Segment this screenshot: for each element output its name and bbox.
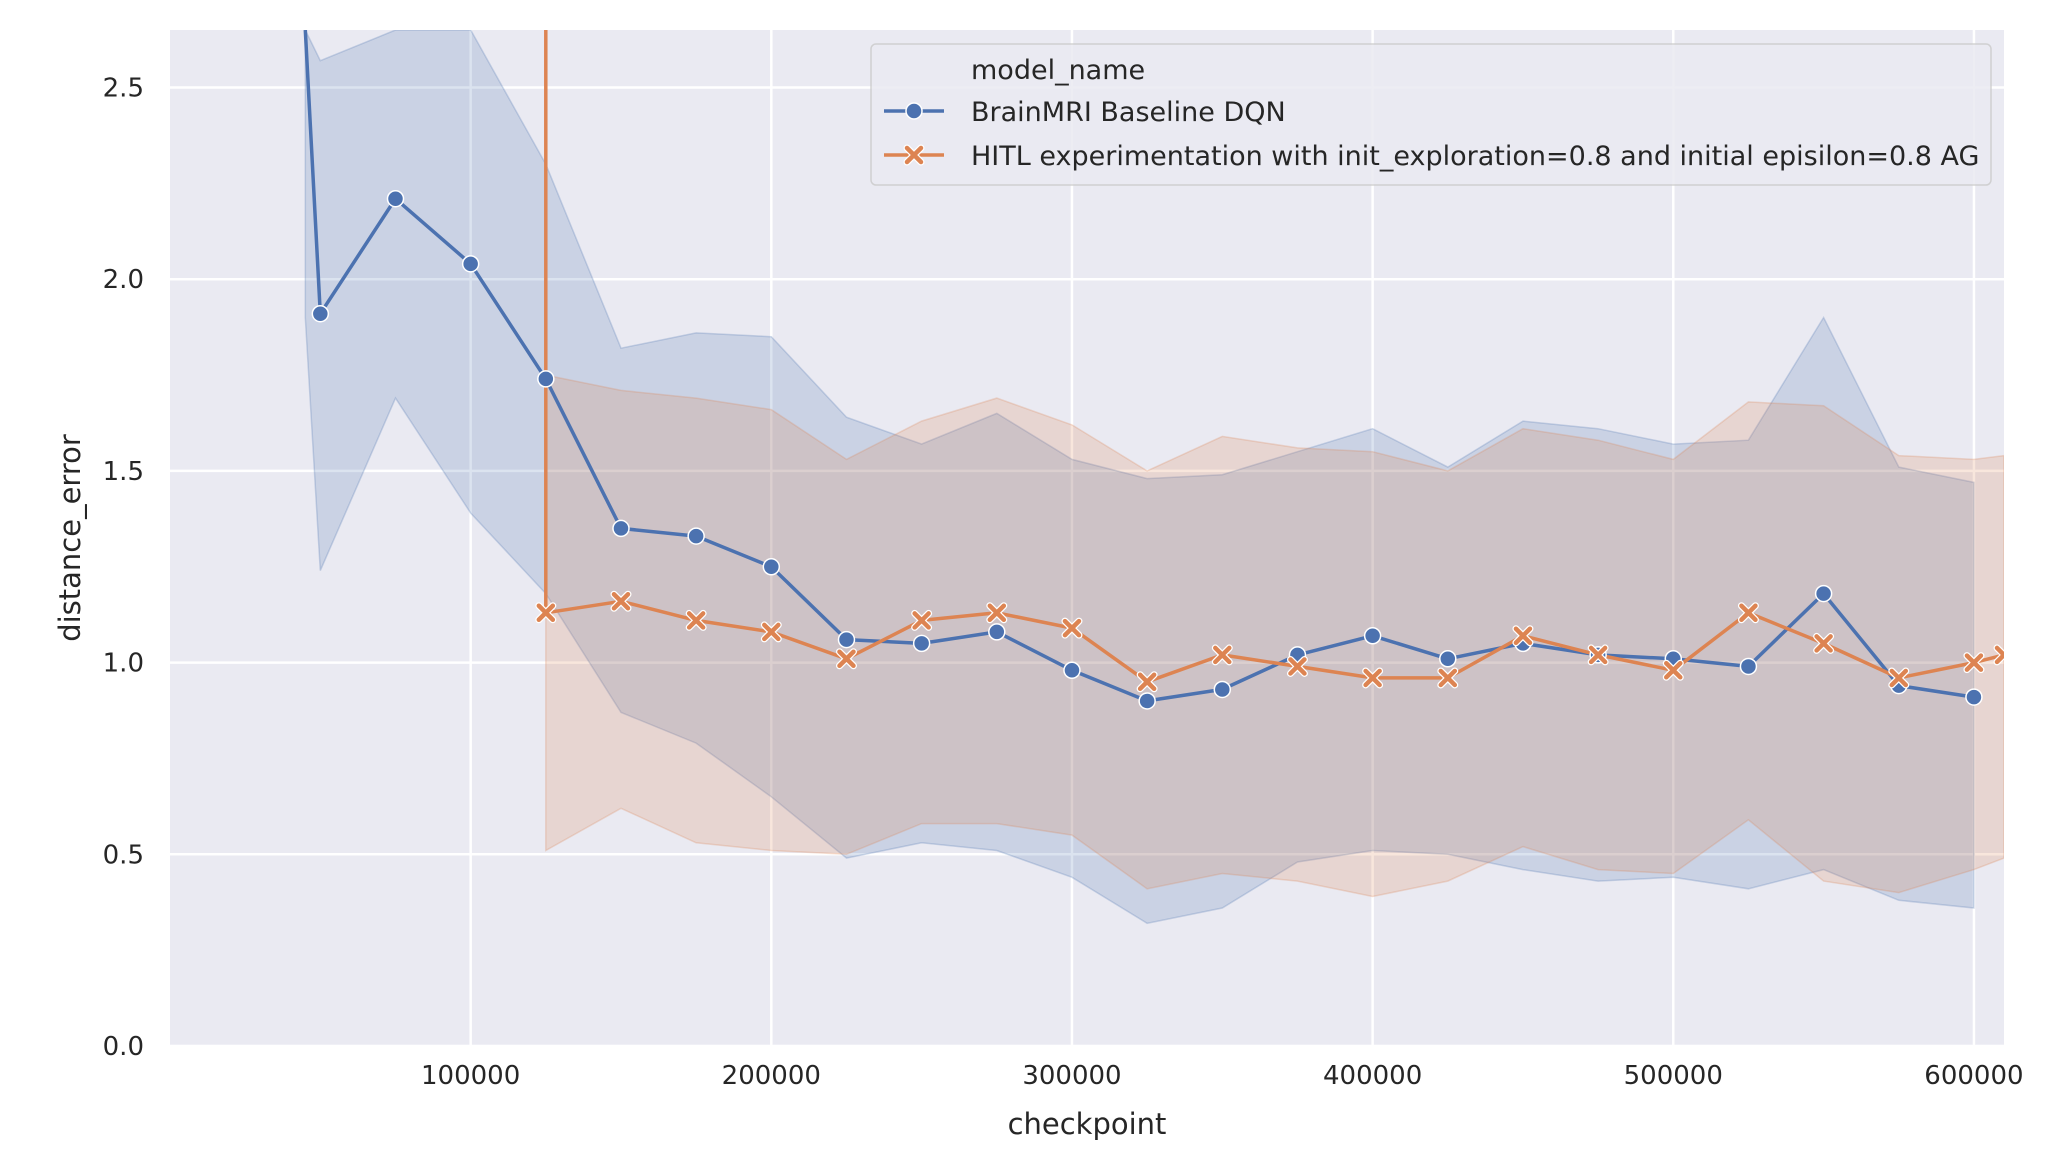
marker-x (1213, 645, 1232, 665)
x-tick-label: 600000 (1924, 1061, 2023, 1091)
data-point-baseline (1814, 584, 1833, 603)
marker-x (611, 592, 631, 611)
data-point-baseline (1138, 692, 1156, 710)
legend-label-baseline: BrainMRI Baseline DQN (971, 97, 1286, 128)
data-point-hitl (835, 648, 857, 670)
marker-x (1664, 661, 1683, 680)
y-tick-label: 0.0 (103, 1032, 144, 1062)
data-point-hitl (1512, 625, 1534, 647)
legend-label-hitl: HITL experimentation with init_explorati… (971, 141, 1979, 172)
data-point-hitl (1993, 644, 2004, 666)
data-point-hitl (760, 621, 782, 643)
plot-area (170, 30, 2004, 1046)
y-tick-label: 1.0 (103, 649, 144, 679)
data-point-baseline (311, 304, 330, 323)
data-point-hitl (535, 602, 557, 624)
data-point-hitl (1286, 655, 1308, 677)
marker-x (1513, 626, 1533, 646)
series-markers (311, 189, 2004, 710)
marker-x (1739, 603, 1758, 623)
marker-x (1814, 634, 1833, 653)
data-point-hitl (1362, 667, 1384, 689)
marker-x (1588, 645, 1608, 665)
marker-x (1363, 668, 1382, 688)
data-point-baseline (1439, 650, 1457, 668)
data-point-baseline (1363, 627, 1382, 645)
data-point-baseline (762, 558, 781, 576)
data-point-hitl (1737, 602, 1759, 624)
data-point-baseline (687, 527, 705, 545)
data-point-hitl (1587, 644, 1609, 666)
data-point-hitl (1662, 659, 1684, 681)
data-point-hitl (1963, 652, 1985, 674)
y-axis-title: distance_error (53, 434, 87, 642)
legend-box (870, 43, 1992, 186)
data-point-baseline (837, 630, 856, 649)
marker-x (1288, 657, 1307, 676)
confidence-bands (304, 30, 2004, 925)
marker-x (987, 603, 1007, 623)
marker-x (686, 611, 706, 630)
grid (170, 30, 2004, 1048)
data-point-hitl (986, 602, 1008, 624)
legend-title: model_name (971, 55, 1145, 86)
data-point-hitl (911, 609, 933, 631)
data-point-hitl (1813, 632, 1835, 654)
y-tick-label: 1.5 (103, 457, 144, 487)
x-axis-title: checkpoint (1008, 1107, 1167, 1141)
ci-band-hitl (545, 30, 2004, 898)
marker-x (1137, 672, 1157, 692)
data-point-hitl (1136, 671, 1158, 693)
marker-x (1438, 668, 1458, 688)
ci-band-baseline (304, 30, 1975, 925)
y-tick-label: 0.5 (103, 840, 144, 870)
series-lines (303, 30, 2004, 703)
data-point-baseline (461, 255, 480, 273)
data-point-baseline (386, 189, 405, 208)
x-tick-label: 400000 (1323, 1061, 1422, 1091)
legend-entry-hitl: HITL experimentation with init_explorati… (884, 141, 1979, 172)
data-point-baseline (1739, 657, 1758, 676)
data-point-baseline (537, 370, 555, 388)
x-tick-label: 200000 (722, 1061, 821, 1091)
data-point-hitl (685, 609, 707, 631)
data-point-baseline (1213, 680, 1232, 699)
marker-x (1964, 653, 1984, 672)
marker-x (762, 622, 781, 642)
x-tick-label: 100000 (421, 1061, 520, 1091)
data-point-hitl (1061, 617, 1083, 639)
data-point-baseline (1063, 661, 1081, 680)
tick-labels: 100000 200000 300000 400000 500000 600000 0.0 0… (103, 74, 2024, 1091)
series-line-hitl (544, 30, 2004, 684)
marker-x (1062, 618, 1082, 638)
x-tick-label: 300000 (1022, 1061, 1121, 1091)
data-point-baseline (912, 634, 931, 653)
marker-x (912, 611, 931, 630)
legend: model_name BrainMRI Baseline DQN HITL ex… (870, 43, 1992, 186)
data-point-hitl (1211, 644, 1233, 666)
data-point-baseline (612, 519, 630, 538)
data-point-hitl (1437, 667, 1459, 689)
legend-entry-baseline: BrainMRI Baseline DQN (884, 97, 1286, 128)
data-point-baseline (988, 623, 1006, 641)
marker-x (536, 603, 556, 623)
x-tick-label: 500000 (1624, 1061, 1723, 1091)
y-tick-label: 2.5 (103, 74, 144, 104)
data-point-baseline (1965, 688, 1983, 706)
marker-x (837, 649, 856, 669)
legend-marker-baseline (905, 102, 923, 120)
marker-x (1889, 668, 1909, 688)
data-point-hitl (1888, 667, 1910, 689)
data-point-hitl (610, 590, 632, 612)
marker-x (1994, 645, 2004, 665)
legend-marker-hitl-x (904, 145, 924, 165)
y-tick-label: 2.0 (103, 265, 144, 295)
